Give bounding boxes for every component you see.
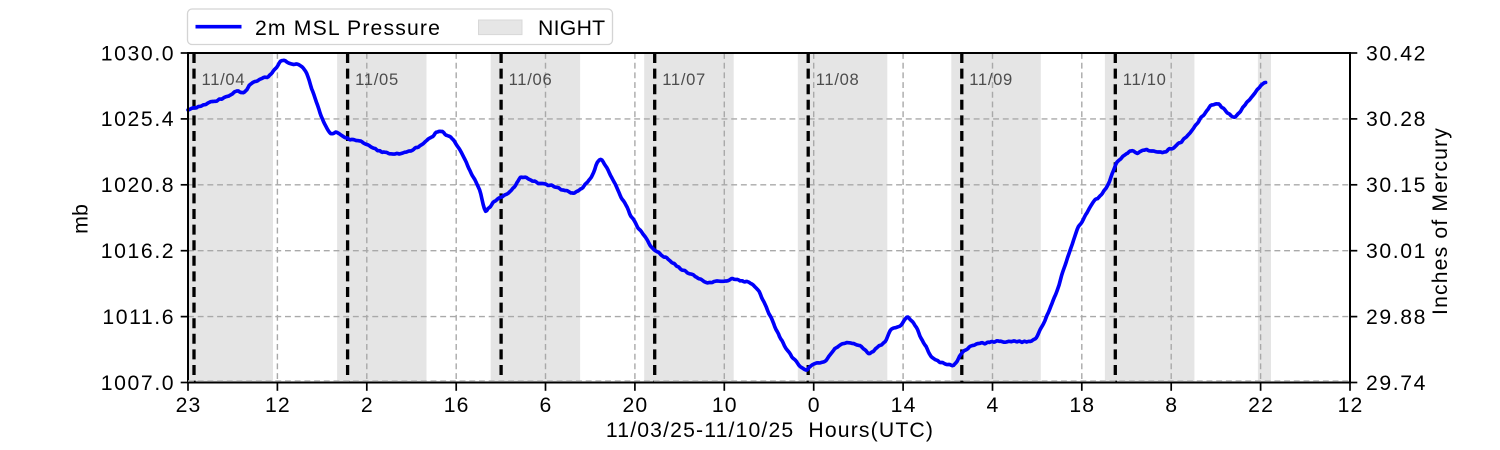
svg-text:23: 23: [176, 394, 202, 417]
svg-text:1007.0: 1007.0: [101, 372, 175, 395]
svg-text:6: 6: [540, 394, 553, 417]
svg-text:11/05: 11/05: [355, 70, 399, 89]
svg-text:11/09: 11/09: [969, 70, 1013, 89]
svg-text:NIGHT: NIGHT: [538, 17, 605, 40]
svg-text:2: 2: [361, 394, 374, 417]
svg-text:30.42: 30.42: [1366, 42, 1427, 65]
svg-text:16: 16: [444, 394, 470, 417]
svg-text:18: 18: [1069, 394, 1095, 417]
svg-text:10: 10: [712, 394, 738, 417]
svg-text:1025.4: 1025.4: [101, 108, 175, 131]
svg-text:0: 0: [808, 394, 821, 417]
svg-text:22: 22: [1248, 394, 1274, 417]
svg-text:11/04: 11/04: [202, 70, 246, 89]
svg-text:4: 4: [987, 394, 1000, 417]
svg-text:2m MSL Pressure: 2m MSL Pressure: [255, 17, 441, 40]
svg-text:12: 12: [265, 394, 291, 417]
svg-text:Inches of Mercury: Inches of Mercury: [1429, 127, 1452, 315]
svg-text:1030.0: 1030.0: [101, 42, 175, 65]
svg-text:1020.8: 1020.8: [101, 174, 175, 197]
svg-text:30.15: 30.15: [1366, 174, 1427, 197]
svg-text:11/03/25-11/10/25 Hours(UTC): 11/03/25-11/10/25 Hours(UTC): [606, 419, 934, 442]
svg-text:8: 8: [1165, 394, 1178, 417]
svg-text:11/10: 11/10: [1123, 70, 1167, 89]
svg-text:14: 14: [891, 394, 917, 417]
svg-text:30.28: 30.28: [1366, 108, 1427, 131]
svg-text:20: 20: [622, 394, 648, 417]
svg-text:29.88: 29.88: [1366, 306, 1427, 329]
svg-text:11/08: 11/08: [816, 70, 860, 89]
svg-text:11/07: 11/07: [662, 70, 706, 89]
svg-text:30.01: 30.01: [1366, 240, 1427, 263]
svg-text:29.74: 29.74: [1366, 372, 1427, 395]
svg-text:1011.6: 1011.6: [102, 306, 175, 329]
svg-text:11/06: 11/06: [509, 70, 553, 89]
svg-text:mb: mb: [69, 204, 93, 234]
svg-text:1016.2: 1016.2: [101, 240, 175, 263]
svg-text:12: 12: [1338, 394, 1364, 417]
